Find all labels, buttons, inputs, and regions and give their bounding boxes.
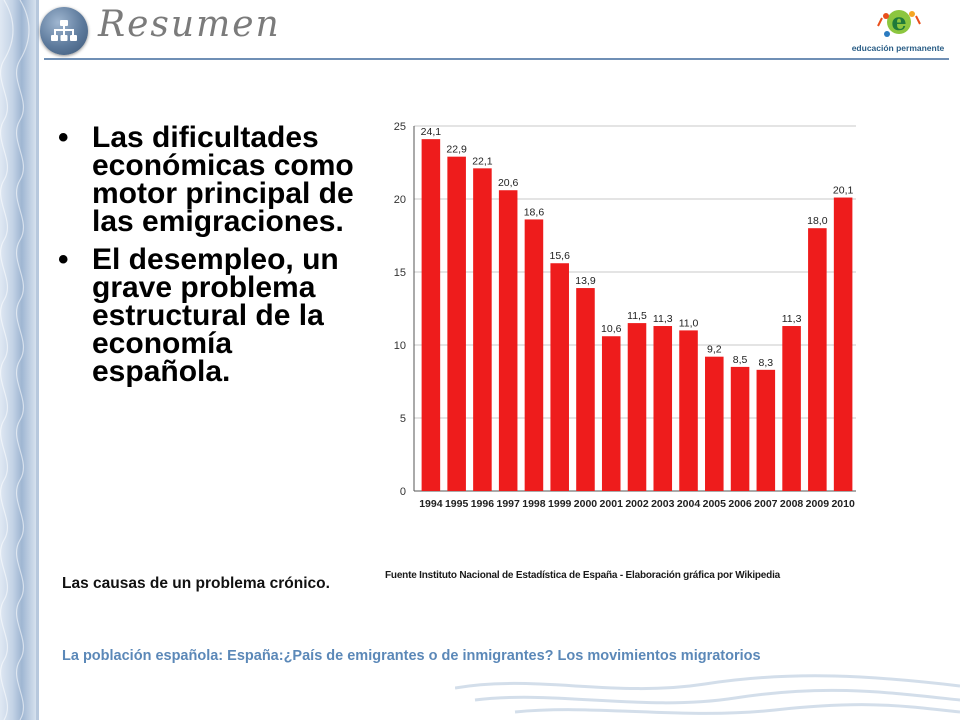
- bar: [498, 190, 518, 491]
- left-bar-edge: [36, 0, 39, 720]
- x-tick-label: 2008: [780, 498, 804, 510]
- bullet-list: • Las dificultades económicas como motor …: [56, 121, 368, 396]
- bar: [756, 369, 776, 491]
- bar-value-label: 22,1: [472, 155, 493, 167]
- footer-caption: La población española: España:¿País de e…: [62, 648, 761, 664]
- bar: [730, 366, 750, 491]
- bullet-text: Las dificultades económicas como motor p…: [92, 121, 354, 238]
- bar-value-label: 11,5: [627, 310, 647, 322]
- y-tick-label: 5: [400, 413, 406, 425]
- y-tick-label: 20: [394, 194, 406, 206]
- svg-text:e: e: [891, 7, 906, 36]
- bullet-dot: •: [58, 243, 69, 276]
- chart-source: Fuente Instituto Nacional de Estadística…: [385, 570, 781, 581]
- x-tick-label: 2009: [806, 498, 830, 510]
- bar-value-label: 8,3: [759, 357, 774, 369]
- y-tick-label: 25: [394, 121, 406, 133]
- bar: [473, 168, 492, 491]
- bar-value-label: 18,6: [524, 206, 545, 218]
- x-tick-label: 2007: [754, 498, 778, 510]
- bar-value-label: 10,6: [601, 323, 622, 335]
- header-divider: [44, 58, 949, 60]
- bar-value-label: 11,3: [653, 313, 673, 325]
- causes-note: Las causas de un problema crónico.: [62, 575, 330, 592]
- bullet-item: • El desempleo, un grave problema estruct…: [56, 243, 368, 388]
- left-decorative-bar: [0, 0, 36, 720]
- bar: [705, 356, 724, 491]
- logo-caption: educación permanente: [851, 43, 945, 53]
- bar: [447, 156, 466, 491]
- bullet-text: El desempleo, un grave problema estructu…: [92, 243, 339, 388]
- bar-value-label: 24,1: [421, 126, 442, 138]
- bar: [782, 326, 801, 491]
- bar-value-label: 9,2: [707, 344, 722, 356]
- x-tick-label: 2005: [703, 498, 727, 510]
- y-tick-label: 0: [400, 486, 406, 498]
- x-tick-label: 2002: [625, 498, 649, 510]
- x-tick-label: 2010: [831, 498, 855, 510]
- bullet-dot: •: [58, 121, 69, 154]
- bar: [653, 326, 673, 491]
- bar-value-label: 11,3: [782, 313, 802, 325]
- bar-value-label: 13,9: [575, 275, 596, 287]
- bar: [576, 288, 595, 491]
- bar: [808, 228, 827, 491]
- x-tick-label: 1997: [496, 498, 520, 510]
- org-chart-icon: [40, 7, 88, 55]
- page-title: Resumen: [98, 4, 281, 45]
- x-tick-label: 1999: [548, 498, 572, 510]
- bar: [524, 219, 544, 491]
- bar: [679, 330, 698, 491]
- x-tick-label: 2003: [651, 498, 675, 510]
- x-tick-label: 1994: [419, 498, 443, 510]
- educacion-permanente-logo: e: [877, 7, 921, 37]
- bar: [627, 323, 647, 491]
- x-tick-label: 2001: [600, 498, 624, 510]
- bar-value-label: 15,6: [549, 250, 570, 262]
- unemployment-bar-chart: 0 5 10 15 20 25 24,1 1994 22,9 1995 22,1 1996 20,6 19…: [394, 121, 856, 510]
- x-tick-label: 2000: [574, 498, 598, 510]
- bullet-item: • Las dificultades económicas como motor …: [56, 121, 368, 238]
- bar: [601, 336, 621, 491]
- x-tick-label: 1996: [471, 498, 495, 510]
- bar-value-label: 8,5: [733, 354, 748, 366]
- bar-value-label: 20,1: [833, 185, 854, 197]
- x-tick-label: 2006: [728, 498, 752, 510]
- left-bar-pattern: [0, 0, 30, 720]
- bar-value-label: 20,6: [498, 177, 519, 189]
- bar: [833, 197, 853, 491]
- x-tick-label: 2004: [677, 498, 701, 510]
- bar-value-label: 22,9: [446, 144, 467, 156]
- bar: [550, 263, 569, 491]
- y-tick-label: 15: [394, 267, 406, 279]
- y-tick-label: 10: [394, 340, 406, 352]
- x-tick-label: 1995: [445, 498, 469, 510]
- footer-wave-decoration: [455, 674, 960, 715]
- x-tick-label: 1998: [522, 498, 546, 510]
- bar: [421, 139, 441, 491]
- bar-value-label: 18,0: [807, 215, 828, 227]
- bar-value-label: 11,0: [679, 317, 699, 329]
